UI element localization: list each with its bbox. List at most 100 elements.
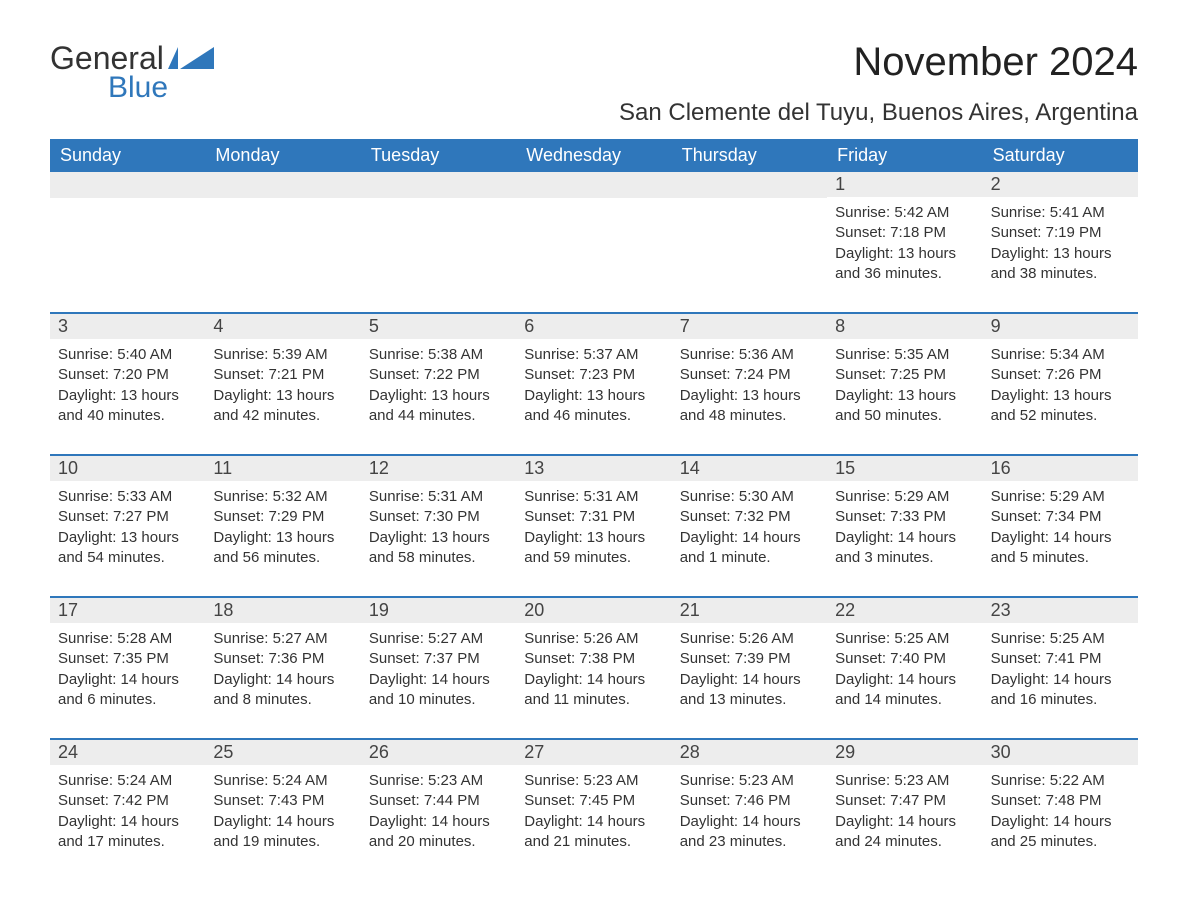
weekday-header: Sunday Monday Tuesday Wednesday Thursday… (50, 139, 1138, 172)
day-cell: 6Sunrise: 5:37 AMSunset: 7:23 PMDaylight… (516, 314, 671, 430)
day-cell: 14Sunrise: 5:30 AMSunset: 7:32 PMDayligh… (672, 456, 827, 572)
day-cell: 8Sunrise: 5:35 AMSunset: 7:25 PMDaylight… (827, 314, 982, 430)
daylight-text: and 44 minutes. (369, 406, 508, 426)
daylight-text: Daylight: 14 hours (369, 670, 508, 690)
day-cell: 21Sunrise: 5:26 AMSunset: 7:39 PMDayligh… (672, 598, 827, 714)
day-number (516, 172, 671, 198)
day-number: 22 (827, 598, 982, 623)
sunrise-text: Sunrise: 5:25 AM (991, 629, 1130, 649)
daylight-text: and 48 minutes. (680, 406, 819, 426)
daylight-text: Daylight: 14 hours (680, 670, 819, 690)
daylight-text: and 56 minutes. (213, 548, 352, 568)
daylight-text: Daylight: 14 hours (835, 528, 974, 548)
daylight-text: and 8 minutes. (213, 690, 352, 710)
weekday-label: Tuesday (361, 139, 516, 172)
sunrise-text: Sunrise: 5:38 AM (369, 345, 508, 365)
day-cell: 11Sunrise: 5:32 AMSunset: 7:29 PMDayligh… (205, 456, 360, 572)
day-number: 2 (983, 172, 1138, 197)
day-details: Sunrise: 5:26 AMSunset: 7:38 PMDaylight:… (516, 623, 671, 714)
header: General Blue November 2024 San Clemente … (50, 40, 1138, 127)
sunset-text: Sunset: 7:44 PM (369, 791, 508, 811)
day-details: Sunrise: 5:41 AMSunset: 7:19 PMDaylight:… (983, 197, 1138, 288)
weekday-label: Sunday (50, 139, 205, 172)
weekday-label: Wednesday (516, 139, 671, 172)
day-cell: 9Sunrise: 5:34 AMSunset: 7:26 PMDaylight… (983, 314, 1138, 430)
daylight-text: and 11 minutes. (524, 690, 663, 710)
sunset-text: Sunset: 7:25 PM (835, 365, 974, 385)
sunrise-text: Sunrise: 5:24 AM (58, 771, 197, 791)
sunrise-text: Sunrise: 5:35 AM (835, 345, 974, 365)
month-title: November 2024 (619, 40, 1138, 85)
daylight-text: and 38 minutes. (991, 264, 1130, 284)
day-cell: 2Sunrise: 5:41 AMSunset: 7:19 PMDaylight… (983, 172, 1138, 288)
day-cell: 29Sunrise: 5:23 AMSunset: 7:47 PMDayligh… (827, 740, 982, 856)
day-details: Sunrise: 5:33 AMSunset: 7:27 PMDaylight:… (50, 481, 205, 572)
day-details: Sunrise: 5:27 AMSunset: 7:36 PMDaylight:… (205, 623, 360, 714)
day-number: 28 (672, 740, 827, 765)
daylight-text: Daylight: 14 hours (835, 670, 974, 690)
day-details: Sunrise: 5:42 AMSunset: 7:18 PMDaylight:… (827, 197, 982, 288)
daylight-text: Daylight: 13 hours (524, 386, 663, 406)
sunrise-text: Sunrise: 5:23 AM (680, 771, 819, 791)
daylight-text: Daylight: 13 hours (991, 244, 1130, 264)
day-number: 30 (983, 740, 1138, 765)
daylight-text: and 1 minute. (680, 548, 819, 568)
daylight-text: and 50 minutes. (835, 406, 974, 426)
day-number: 9 (983, 314, 1138, 339)
day-details: Sunrise: 5:29 AMSunset: 7:34 PMDaylight:… (983, 481, 1138, 572)
day-details: Sunrise: 5:25 AMSunset: 7:40 PMDaylight:… (827, 623, 982, 714)
sunset-text: Sunset: 7:37 PM (369, 649, 508, 669)
sunrise-text: Sunrise: 5:22 AM (991, 771, 1130, 791)
day-details: Sunrise: 5:29 AMSunset: 7:33 PMDaylight:… (827, 481, 982, 572)
day-cell: 22Sunrise: 5:25 AMSunset: 7:40 PMDayligh… (827, 598, 982, 714)
daylight-text: Daylight: 14 hours (213, 812, 352, 832)
daylight-text: and 20 minutes. (369, 832, 508, 852)
week-row: 10Sunrise: 5:33 AMSunset: 7:27 PMDayligh… (50, 454, 1138, 572)
day-number: 3 (50, 314, 205, 339)
daylight-text: Daylight: 13 hours (835, 244, 974, 264)
daylight-text: and 54 minutes. (58, 548, 197, 568)
daylight-text: and 24 minutes. (835, 832, 974, 852)
day-number (50, 172, 205, 198)
day-number (361, 172, 516, 198)
day-details: Sunrise: 5:23 AMSunset: 7:45 PMDaylight:… (516, 765, 671, 856)
sunrise-text: Sunrise: 5:32 AM (213, 487, 352, 507)
day-number (205, 172, 360, 198)
daylight-text: and 40 minutes. (58, 406, 197, 426)
day-details: Sunrise: 5:34 AMSunset: 7:26 PMDaylight:… (983, 339, 1138, 430)
daylight-text: and 10 minutes. (369, 690, 508, 710)
day-details: Sunrise: 5:40 AMSunset: 7:20 PMDaylight:… (50, 339, 205, 430)
sunset-text: Sunset: 7:34 PM (991, 507, 1130, 527)
weekday-label: Monday (205, 139, 360, 172)
sunset-text: Sunset: 7:29 PM (213, 507, 352, 527)
sunrise-text: Sunrise: 5:37 AM (524, 345, 663, 365)
daylight-text: and 42 minutes. (213, 406, 352, 426)
sunrise-text: Sunrise: 5:23 AM (835, 771, 974, 791)
daylight-text: and 19 minutes. (213, 832, 352, 852)
week-row: 17Sunrise: 5:28 AMSunset: 7:35 PMDayligh… (50, 596, 1138, 714)
sunset-text: Sunset: 7:21 PM (213, 365, 352, 385)
day-cell: 27Sunrise: 5:23 AMSunset: 7:45 PMDayligh… (516, 740, 671, 856)
day-details: Sunrise: 5:22 AMSunset: 7:48 PMDaylight:… (983, 765, 1138, 856)
daylight-text: and 52 minutes. (991, 406, 1130, 426)
day-number: 1 (827, 172, 982, 197)
sunrise-text: Sunrise: 5:29 AM (991, 487, 1130, 507)
sunset-text: Sunset: 7:36 PM (213, 649, 352, 669)
weekday-label: Thursday (672, 139, 827, 172)
day-cell: 13Sunrise: 5:31 AMSunset: 7:31 PMDayligh… (516, 456, 671, 572)
sunset-text: Sunset: 7:45 PM (524, 791, 663, 811)
sunrise-text: Sunrise: 5:30 AM (680, 487, 819, 507)
sunrise-text: Sunrise: 5:27 AM (369, 629, 508, 649)
location: San Clemente del Tuyu, Buenos Aires, Arg… (619, 99, 1138, 127)
daylight-text: Daylight: 13 hours (58, 528, 197, 548)
sunset-text: Sunset: 7:48 PM (991, 791, 1130, 811)
sunset-text: Sunset: 7:38 PM (524, 649, 663, 669)
daylight-text: and 5 minutes. (991, 548, 1130, 568)
daylight-text: Daylight: 14 hours (835, 812, 974, 832)
sunset-text: Sunset: 7:24 PM (680, 365, 819, 385)
day-cell: 1Sunrise: 5:42 AMSunset: 7:18 PMDaylight… (827, 172, 982, 288)
day-details: Sunrise: 5:23 AMSunset: 7:47 PMDaylight:… (827, 765, 982, 856)
sunrise-text: Sunrise: 5:39 AM (213, 345, 352, 365)
day-number: 19 (361, 598, 516, 623)
day-cell: 19 Sunrise: 5:27 AMSunset: 7:37 PMDayligh… (361, 598, 516, 714)
